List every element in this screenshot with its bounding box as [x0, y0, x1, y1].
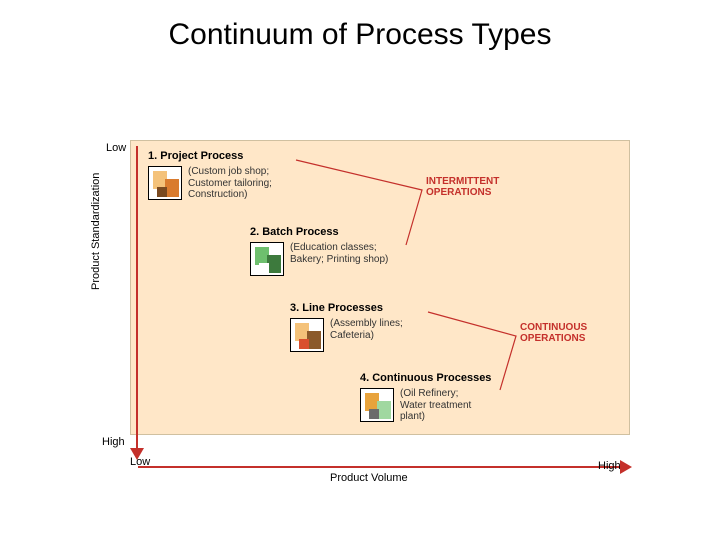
- x-axis-arrow-icon: [620, 460, 632, 474]
- process-desc: (Oil Refinery;Water treatmentplant): [400, 388, 471, 423]
- y-axis-high-label: High: [102, 436, 125, 448]
- process-line: 3. Line Processes (Assembly lines;Cafeter…: [290, 302, 403, 352]
- group-label-intermittent: INTERMITTENTOPERATIONS: [426, 176, 499, 198]
- y-axis: [136, 146, 138, 456]
- chart-area: Low High Product Standardization Low Hig…: [100, 140, 630, 480]
- process-batch: 2. Batch Process (Education classes;Baker…: [250, 226, 388, 276]
- group-label-continuous_ops: CONTINUOUSOPERATIONS: [520, 322, 587, 344]
- batch-icon: [250, 242, 284, 276]
- process-continuous: 4. Continuous Processes (Oil Refinery;Wat…: [360, 372, 491, 423]
- process-heading: 4. Continuous Processes: [360, 372, 491, 384]
- process-heading: 3. Line Processes: [290, 302, 403, 314]
- continuous-icon: [360, 388, 394, 422]
- process-desc: (Assembly lines;Cafeteria): [330, 318, 403, 341]
- y-axis-low-label: Low: [106, 142, 126, 154]
- x-axis: [138, 466, 626, 468]
- page-title: Continuum of Process Types: [0, 0, 720, 52]
- process-project: 1. Project Process (Custom job shop;Custo…: [148, 150, 272, 201]
- process-heading: 1. Project Process: [148, 150, 272, 162]
- x-axis-title: Product Volume: [330, 472, 408, 484]
- line-icon: [290, 318, 324, 352]
- process-desc: (Education classes;Bakery; Printing shop…: [290, 242, 388, 265]
- process-desc: (Custom job shop;Customer tailoring;Cons…: [188, 166, 272, 201]
- y-axis-title: Product Standardization: [90, 173, 102, 290]
- process-heading: 2. Batch Process: [250, 226, 388, 238]
- x-axis-low-label: Low: [130, 456, 150, 468]
- project-icon: [148, 166, 182, 200]
- x-axis-high-label: High: [598, 460, 621, 472]
